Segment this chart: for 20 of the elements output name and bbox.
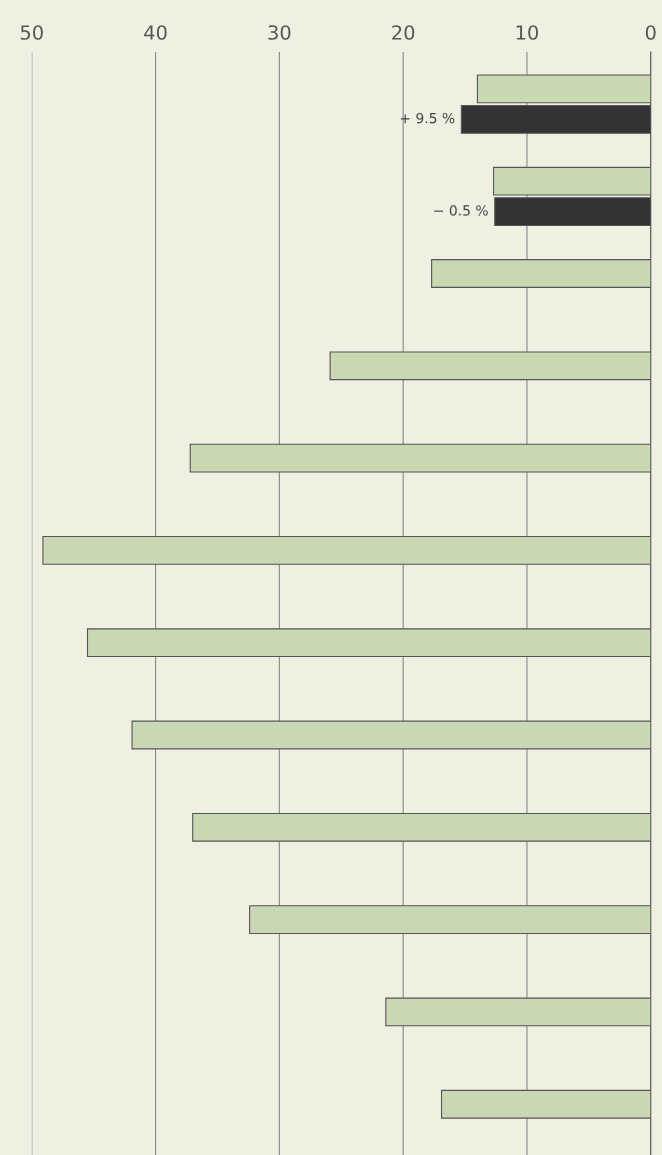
bar xyxy=(249,905,651,935)
x-tick-label: 50 xyxy=(20,25,43,40)
bar xyxy=(192,812,651,842)
bar xyxy=(385,997,651,1027)
bar xyxy=(460,104,651,134)
bar xyxy=(476,74,651,104)
bar xyxy=(86,628,651,658)
x-tick-label: 10 xyxy=(516,25,539,40)
x-tick-label: 30 xyxy=(268,25,291,40)
annotation: + 9.5 % xyxy=(400,112,455,124)
bar xyxy=(329,351,651,381)
annotation: − 0.5 % xyxy=(434,205,488,216)
x-tick-label: 0 xyxy=(645,25,656,40)
bar xyxy=(189,443,651,473)
bar xyxy=(440,1089,651,1119)
bar xyxy=(431,259,651,288)
bar xyxy=(131,720,651,750)
x-tick-label: 20 xyxy=(392,25,415,40)
x-tick-label: 40 xyxy=(144,25,167,40)
bar xyxy=(42,536,651,565)
